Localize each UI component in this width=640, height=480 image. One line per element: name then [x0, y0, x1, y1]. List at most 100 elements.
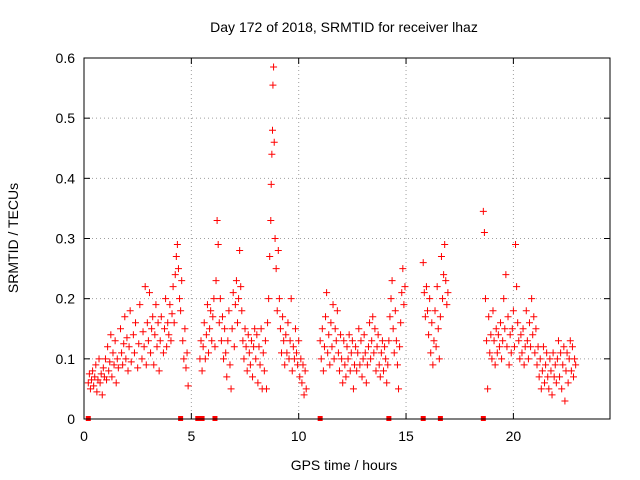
data-point — [337, 331, 345, 339]
data-point — [287, 295, 295, 303]
data-point — [571, 355, 579, 363]
data-point — [207, 307, 215, 315]
data-point — [558, 385, 566, 393]
data-point — [267, 180, 275, 188]
data-point — [113, 355, 121, 363]
data-point — [527, 343, 535, 351]
data-point — [209, 313, 217, 321]
data-point — [548, 391, 556, 399]
data-point — [227, 385, 235, 393]
data-point — [138, 355, 146, 363]
data-point — [326, 361, 334, 369]
data-point — [392, 337, 400, 345]
data-point — [391, 307, 399, 315]
data-point — [498, 355, 506, 363]
data-point — [542, 361, 550, 369]
data-point — [130, 349, 138, 357]
data-point — [495, 343, 503, 351]
data-point — [539, 343, 547, 351]
data-point — [276, 325, 284, 333]
data-point — [182, 364, 190, 372]
data-point — [169, 283, 177, 291]
data-point — [513, 283, 521, 291]
data-point — [354, 349, 362, 357]
data-point — [432, 343, 440, 351]
data-point — [299, 361, 307, 369]
data-point — [88, 376, 96, 384]
data-point — [319, 367, 327, 375]
data-point — [516, 355, 524, 363]
data-point — [126, 307, 134, 315]
data-point — [234, 319, 242, 327]
data-point — [147, 349, 155, 357]
data-point — [509, 307, 517, 315]
data-point — [508, 325, 516, 333]
data-point — [84, 379, 92, 387]
data-point — [274, 247, 282, 255]
data-point — [121, 313, 129, 321]
data-point — [106, 358, 114, 366]
data-point — [270, 63, 278, 71]
data-point — [198, 367, 206, 375]
y-tick-label: 0.6 — [56, 50, 76, 66]
data-point — [556, 373, 564, 381]
data-point — [442, 277, 450, 285]
data-point — [148, 325, 156, 333]
data-point — [255, 343, 263, 351]
data-point — [424, 307, 432, 315]
data-point — [296, 373, 304, 381]
data-point — [120, 340, 128, 348]
data-point — [266, 253, 274, 261]
data-point — [493, 349, 501, 357]
data-point — [264, 319, 272, 327]
data-point — [435, 355, 443, 363]
data-point — [561, 397, 569, 405]
data-point — [399, 265, 407, 273]
data-point — [122, 355, 130, 363]
data-point — [484, 385, 492, 393]
data-point — [514, 319, 522, 327]
data-point — [512, 241, 520, 249]
data-point — [259, 349, 267, 357]
data-point — [93, 388, 101, 396]
data-point — [301, 367, 309, 375]
data-point — [492, 325, 500, 333]
data-point — [124, 367, 132, 375]
data-point — [125, 343, 133, 351]
data-point — [232, 277, 240, 285]
data-point — [101, 355, 109, 363]
data-point — [202, 331, 210, 339]
data-point — [333, 307, 341, 315]
data-point — [206, 325, 214, 333]
data-point — [166, 301, 174, 309]
data-point — [141, 283, 149, 291]
data-point — [257, 325, 265, 333]
data-point — [536, 355, 544, 363]
data-point — [444, 289, 452, 297]
data-point — [123, 334, 131, 342]
data-point — [375, 361, 383, 369]
data-point — [329, 301, 337, 309]
x-tick-label: 5 — [187, 428, 195, 444]
data-point — [291, 325, 299, 333]
data-point — [374, 331, 382, 339]
x-tick-label: 10 — [291, 428, 307, 444]
data-point — [284, 319, 292, 327]
data-point — [572, 361, 580, 369]
data-point — [497, 319, 505, 327]
data-point — [118, 349, 126, 357]
data-point — [428, 319, 436, 327]
data-point — [318, 325, 326, 333]
data-point — [557, 349, 565, 357]
data-point — [334, 349, 342, 357]
data-point — [218, 313, 226, 321]
data-point — [85, 370, 93, 378]
data-point — [507, 349, 515, 357]
data-point — [302, 385, 310, 393]
data-point — [246, 361, 254, 369]
data-point — [99, 364, 107, 372]
data-point — [437, 253, 445, 261]
data-point — [348, 337, 356, 345]
data-point — [150, 361, 158, 369]
data-point — [322, 313, 330, 321]
